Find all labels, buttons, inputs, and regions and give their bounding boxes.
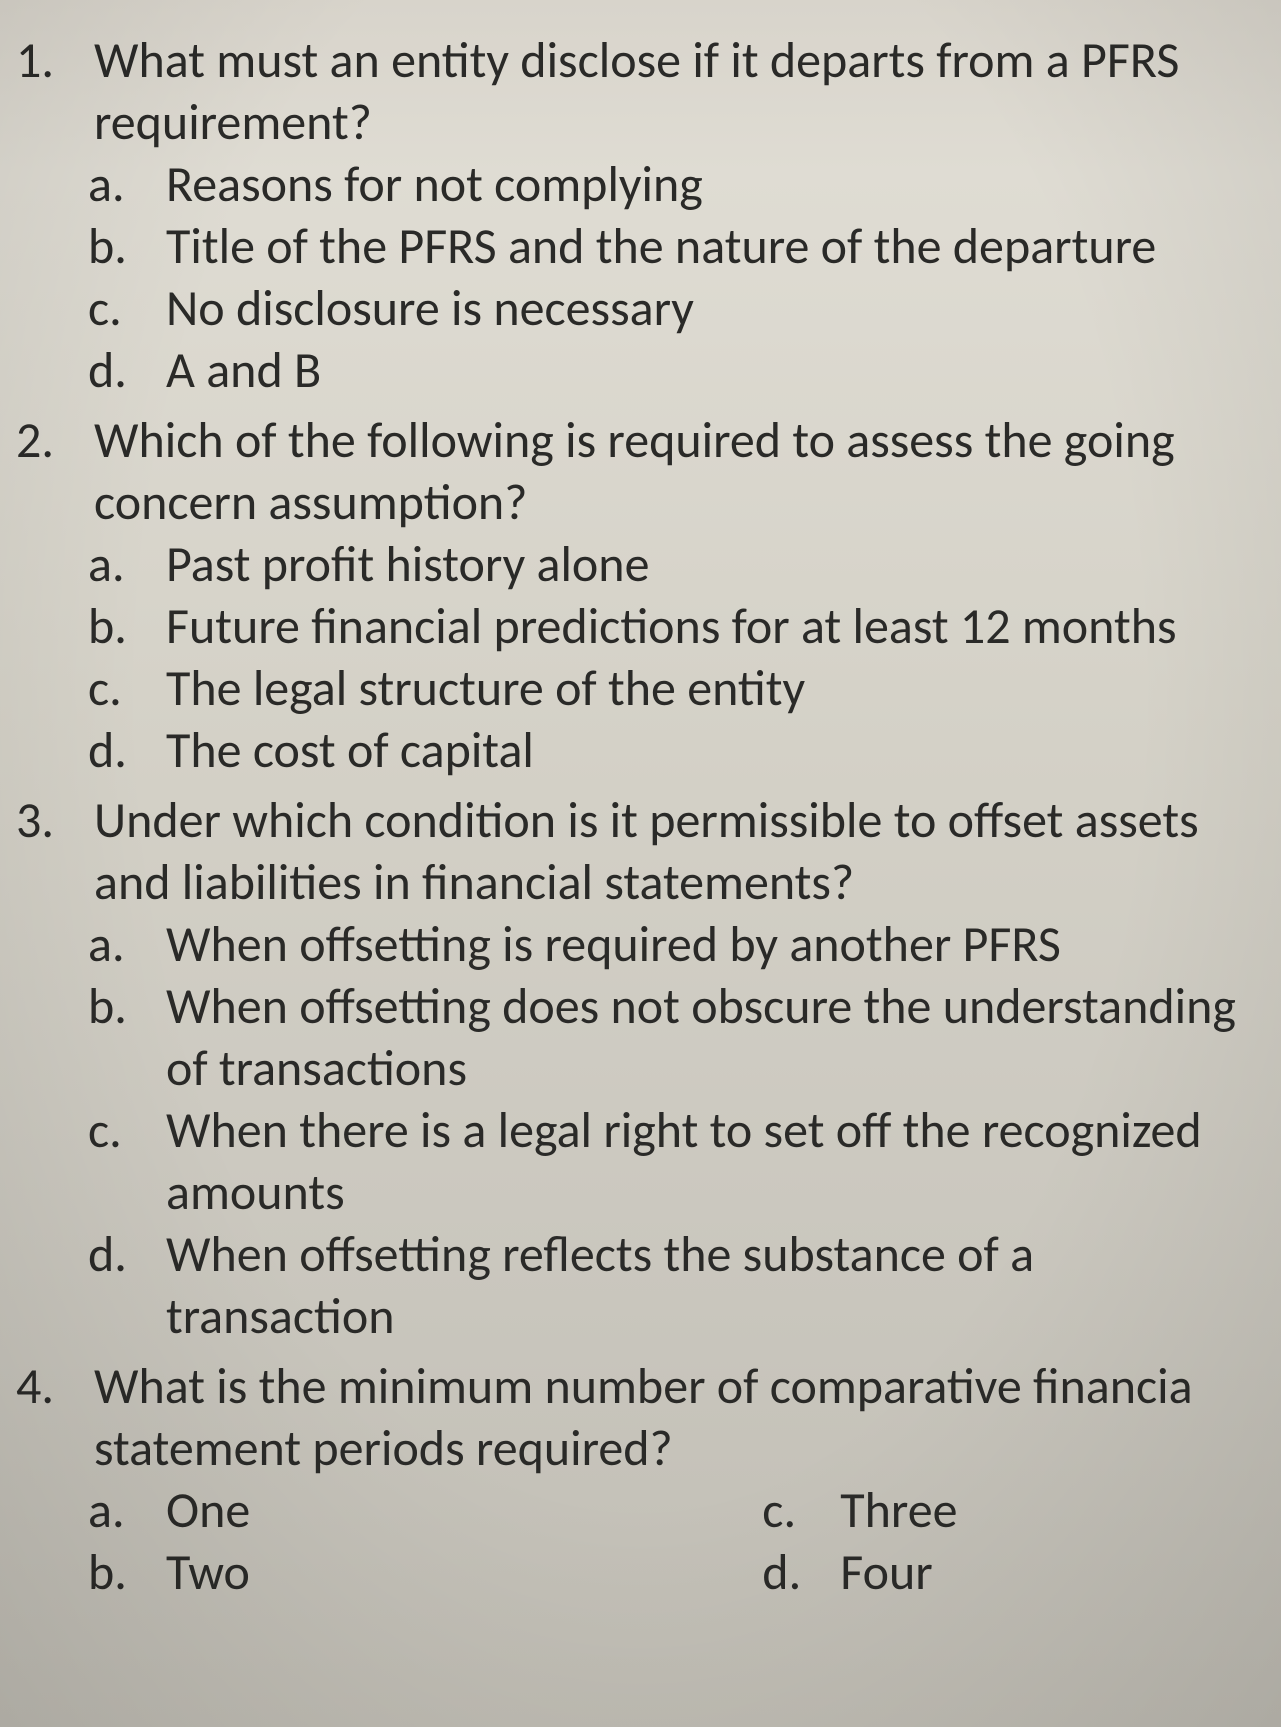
option-a: a. Past profit history alone — [88, 534, 1271, 596]
option-text: No disclosure is necessary — [166, 278, 1271, 340]
option-b: b. Title of the PFRS and the nature of t… — [88, 216, 1271, 278]
option-text: One — [166, 1480, 762, 1542]
options-two-column: a. One b. Two c. Three d. Four — [10, 1480, 1271, 1604]
option-letter: a. — [88, 154, 166, 216]
option-letter: c. — [762, 1480, 840, 1542]
question-2: 2. Which of the following is required to… — [10, 410, 1271, 782]
option-text: Past profit history alone — [166, 534, 1271, 596]
question-text: Which of the following is required to as… — [94, 410, 1271, 534]
option-letter: c. — [88, 1100, 166, 1162]
question-number: 1. — [10, 30, 94, 92]
option-letter: c. — [88, 658, 166, 720]
option-text: Two — [166, 1542, 762, 1604]
question-text: What is the minimum number of comparativ… — [94, 1356, 1271, 1480]
option-d: d. When offsetting reflects the substanc… — [88, 1224, 1271, 1348]
option-d: d. A and B — [88, 340, 1271, 402]
options-column-left: a. One b. Two — [88, 1480, 762, 1604]
option-letter: c. — [88, 278, 166, 340]
worksheet-page: 1. What must an entity disclose if it de… — [0, 0, 1281, 1632]
option-letter: d. — [88, 1224, 166, 1286]
option-text: When offsetting reflects the substance o… — [166, 1224, 1271, 1348]
option-letter: b. — [88, 216, 166, 278]
option-text: Future financial predictions for at leas… — [166, 596, 1271, 658]
option-c: c. The legal structure of the entity — [88, 658, 1271, 720]
question-number: 3. — [10, 790, 94, 852]
option-a: a. One — [88, 1480, 762, 1542]
option-c: c. When there is a legal right to set of… — [88, 1100, 1271, 1224]
option-text: Title of the PFRS and the nature of the … — [166, 216, 1271, 278]
option-d: d. Four — [762, 1542, 1271, 1604]
option-text: When there is a legal right to set off t… — [166, 1100, 1271, 1224]
options-list: a. Past profit history alone b. Future f… — [10, 534, 1271, 782]
option-text: Reasons for not complying — [166, 154, 1271, 216]
option-letter: a. — [88, 1480, 166, 1542]
option-letter: d. — [88, 720, 166, 782]
question-number: 2. — [10, 410, 94, 472]
option-a: a. Reasons for not complying — [88, 154, 1271, 216]
option-letter: a. — [88, 534, 166, 596]
question-1: 1. What must an entity disclose if it de… — [10, 30, 1271, 402]
option-letter: b. — [88, 1542, 166, 1604]
option-b: b. Two — [88, 1542, 762, 1604]
option-a: a. When offsetting is required by anothe… — [88, 914, 1271, 976]
option-letter: b. — [88, 596, 166, 658]
option-text: The cost of capital — [166, 720, 1271, 782]
question-3: 3. Under which condition is it permissib… — [10, 790, 1271, 1348]
option-d: d. The cost of capital — [88, 720, 1271, 782]
option-b: b. When offsetting does not obscure the … — [88, 976, 1271, 1100]
option-letter: b. — [88, 976, 166, 1038]
option-text: A and B — [166, 340, 1271, 402]
option-b: b. Future financial predictions for at l… — [88, 596, 1271, 658]
option-text: When offsetting is required by another P… — [166, 914, 1271, 976]
option-letter: a. — [88, 914, 166, 976]
option-letter: d. — [762, 1542, 840, 1604]
option-text: Three — [840, 1480, 1271, 1542]
option-text: Four — [840, 1542, 1271, 1604]
question-text: What must an entity disclose if it depar… — [94, 30, 1271, 154]
question-number: 4. — [10, 1356, 94, 1418]
option-c: c. Three — [762, 1480, 1271, 1542]
question-text: Under which condition is it permissible … — [94, 790, 1271, 914]
options-list: a. When offsetting is required by anothe… — [10, 914, 1271, 1348]
option-letter: d. — [88, 340, 166, 402]
option-text: When offsetting does not obscure the und… — [166, 976, 1271, 1100]
option-c: c. No disclosure is necessary — [88, 278, 1271, 340]
question-4: 4. What is the minimum number of compara… — [10, 1356, 1271, 1604]
options-column-right: c. Three d. Four — [762, 1480, 1271, 1604]
option-text: The legal structure of the entity — [166, 658, 1271, 720]
options-list: a. Reasons for not complying b. Title of… — [10, 154, 1271, 402]
